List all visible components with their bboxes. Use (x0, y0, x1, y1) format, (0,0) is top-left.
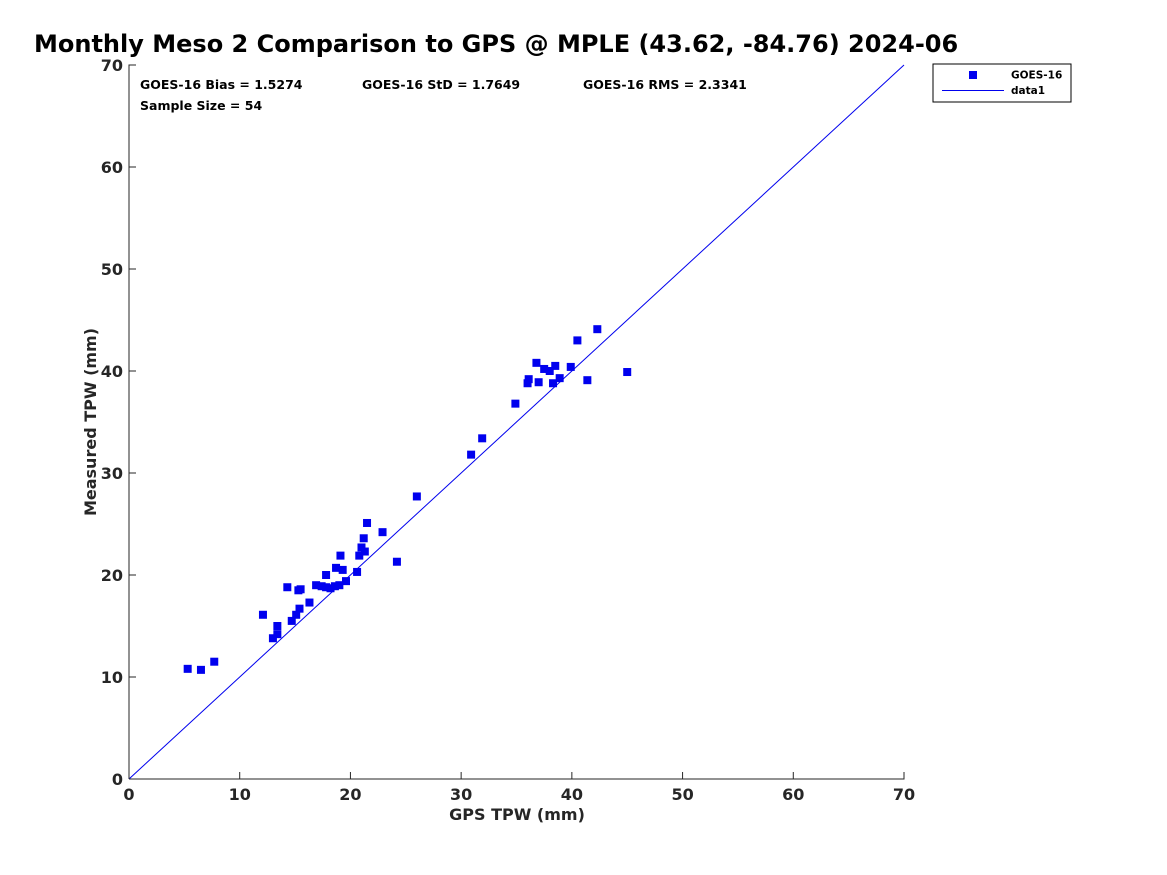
legend: GOES-16 data1 (932, 63, 1072, 103)
x-tick-label-40: 40 (561, 785, 583, 804)
data-point-37 (511, 399, 520, 408)
rms-stat: GOES-16 RMS = 2.3341 (583, 77, 747, 92)
y-axis-label: Measured TPW (mm) (81, 328, 100, 516)
y-tick-label-30: 30 (101, 464, 123, 483)
data-point-33 (392, 557, 401, 566)
data-point-39 (524, 375, 533, 384)
y-tick-label-50: 50 (101, 260, 123, 279)
data-point-17 (322, 583, 331, 592)
data-points-layer (183, 325, 632, 674)
y-tick-label-40: 40 (101, 362, 123, 381)
data-point-8 (283, 583, 292, 592)
legend-label-goes16: GOES-16 (1011, 70, 1062, 82)
y-tick-label-10: 10 (101, 668, 123, 687)
data-point-36 (478, 434, 487, 443)
data-point-41 (534, 378, 543, 387)
data-point-16 (317, 582, 326, 591)
legend-box (932, 63, 1072, 103)
data-point-35 (467, 450, 476, 459)
chart-title: Monthly Meso 2 Comparison to GPS @ MPLE … (34, 30, 958, 58)
data-point-21 (332, 563, 341, 572)
data-point-10 (292, 610, 301, 619)
data-point-47 (566, 362, 575, 371)
data-point-28 (357, 543, 366, 552)
y-tick-label-60: 60 (101, 158, 123, 177)
data-point-44 (549, 379, 558, 388)
data-point-26 (353, 567, 362, 576)
data-point-22 (335, 581, 344, 590)
data-point-20 (330, 582, 339, 591)
y-tick-label-0: 0 (112, 770, 123, 789)
data-point-12 (295, 604, 304, 613)
axes-layer: 0 10 20 30 40 50 60 70 0 10 20 30 40 50 60 70 (101, 56, 915, 804)
data-point-4 (258, 610, 267, 619)
bias-stat: GOES-16 Bias = 1.5274 (140, 77, 303, 92)
stats-block: GOES-16 Bias = 1.5274 GOES-16 StD = 1.76… (140, 77, 747, 113)
data-point-40 (532, 358, 541, 367)
data-point-6 (273, 630, 282, 639)
data-point-5 (268, 634, 277, 643)
legend-label-data1: data1 (1011, 85, 1045, 97)
std-stat: GOES-16 StD = 1.7649 (362, 77, 520, 92)
data-point-3 (210, 657, 219, 666)
sample-size-stat: Sample Size = 54 (140, 98, 262, 113)
identity-line (128, 64, 905, 780)
data-point-51 (623, 368, 632, 377)
data-point-43 (545, 367, 554, 375)
legend-marker-goes16 (969, 71, 977, 79)
data-point-48 (573, 336, 582, 345)
data-point-25 (342, 577, 350, 586)
data-point-2 (196, 665, 205, 674)
data-point-19 (326, 584, 335, 593)
x-tick-label-70: 70 (893, 785, 915, 804)
data-point-24 (338, 565, 347, 574)
x-tick-label-0: 0 (123, 785, 134, 804)
data-point-27 (355, 551, 364, 560)
identity-line-layer (128, 64, 905, 780)
data-point-18 (322, 571, 331, 579)
data-point-46 (555, 374, 564, 383)
data-point-50 (593, 325, 602, 334)
y-tick-label-20: 20 (101, 566, 123, 585)
data-point-1 (183, 664, 192, 673)
data-point-42 (540, 364, 549, 373)
data-point-45 (551, 361, 560, 370)
data-point-9 (287, 616, 296, 625)
data-point-23 (336, 551, 345, 560)
data-point-32 (378, 528, 387, 537)
y-tick-label-70: 70 (101, 56, 123, 75)
x-tick-label-50: 50 (671, 785, 693, 804)
data-point-13 (296, 585, 305, 594)
x-tick-label-60: 60 (782, 785, 804, 804)
data-point-30 (360, 547, 369, 556)
data-point-34 (412, 492, 421, 501)
x-axis-label: GPS TPW (mm) (449, 805, 585, 824)
x-tick-label-10: 10 (229, 785, 251, 804)
data-point-49 (583, 376, 592, 385)
data-point-14 (305, 598, 314, 607)
data-point-29 (359, 534, 368, 543)
data-point-15 (312, 581, 321, 590)
data-point-38 (523, 379, 532, 388)
x-tick-label-20: 20 (339, 785, 361, 804)
x-tick-label-30: 30 (450, 785, 472, 804)
data-point-31 (363, 518, 372, 527)
data-point-7 (273, 622, 282, 630)
